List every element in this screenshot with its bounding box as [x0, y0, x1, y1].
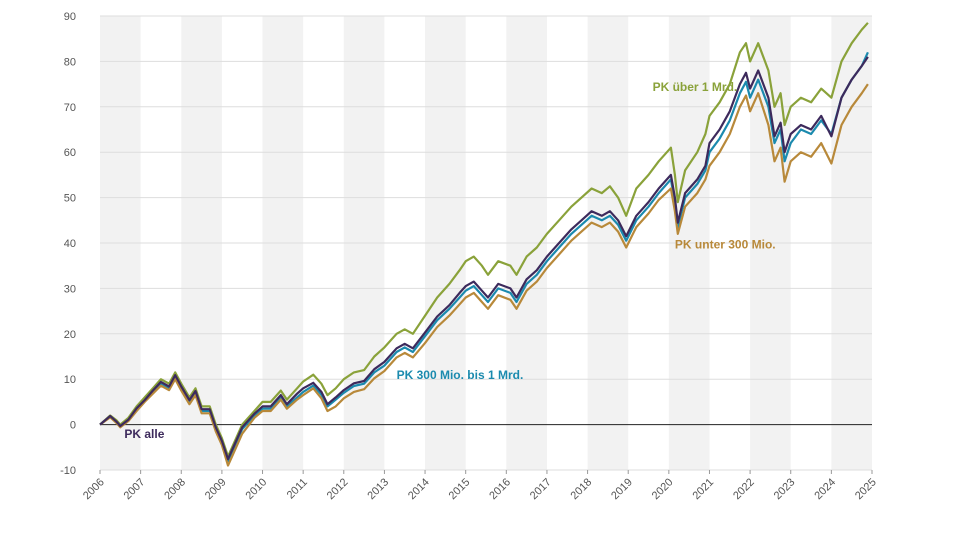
x-tick-label: 2019 — [609, 476, 635, 502]
x-tick-label: 2009 — [203, 476, 229, 502]
y-tick-label: 80 — [64, 56, 76, 68]
y-axis-tick-labels: -10 0 10 20 30 40 50 60 70 80 90 — [60, 11, 76, 477]
x-tick-label: 2015 — [447, 476, 473, 502]
x-axis-tick-labels: 2006 2007 2008 2009 2010 2011 2012 2013 2014 2015… — [81, 470, 879, 502]
x-tick-label: 2016 — [487, 476, 513, 502]
x-tick-label: 2010 — [244, 476, 270, 502]
y-tick-label: 30 — [64, 283, 76, 295]
horizontal-gridlines — [100, 15, 872, 471]
x-tick-label: 2024 — [812, 476, 838, 502]
x-tick-label: 2022 — [731, 476, 757, 502]
y-tick-label: 0 — [70, 420, 76, 432]
series-label: PK alle — [124, 427, 164, 441]
y-tick-label: -10 — [60, 465, 76, 477]
x-tick-label: 2021 — [690, 476, 716, 502]
x-tick-label: 2011 — [285, 476, 310, 501]
y-tick-label: 90 — [64, 11, 76, 23]
y-tick-label: 20 — [64, 329, 76, 341]
series-annotations: PK über 1 Mrd. PK 300 Mio. bis 1 Mrd. PK u… — [124, 80, 775, 441]
y-tick-label: 70 — [64, 102, 76, 114]
y-tick-label: 60 — [64, 147, 76, 159]
x-tick-label: 2025 — [853, 476, 879, 502]
series-line — [99, 83, 869, 467]
x-tick-label: 2020 — [650, 476, 676, 502]
x-tick-label: 2014 — [406, 476, 432, 502]
x-tick-label: 2007 — [122, 476, 148, 502]
x-tick-label: 2023 — [772, 476, 798, 502]
x-tick-label: 2013 — [365, 476, 391, 502]
x-tick-label: 2008 — [162, 476, 188, 502]
x-tick-label: 2006 — [81, 476, 107, 502]
series-label: PK unter 300 Mio. — [675, 237, 776, 251]
series-line — [99, 22, 869, 458]
series-lines — [99, 22, 869, 467]
y-tick-label: 40 — [64, 238, 76, 250]
y-tick-label: 10 — [64, 374, 76, 386]
x-tick-label: 2017 — [528, 476, 554, 502]
series-label: PK 300 Mio. bis 1 Mrd. — [397, 368, 524, 382]
y-tick-label: 50 — [64, 193, 76, 205]
series-label: PK über 1 Mrd. — [653, 80, 738, 94]
x-tick-label: 2012 — [325, 476, 351, 502]
x-tick-label: 2018 — [569, 476, 595, 502]
series-line — [99, 56, 869, 461]
